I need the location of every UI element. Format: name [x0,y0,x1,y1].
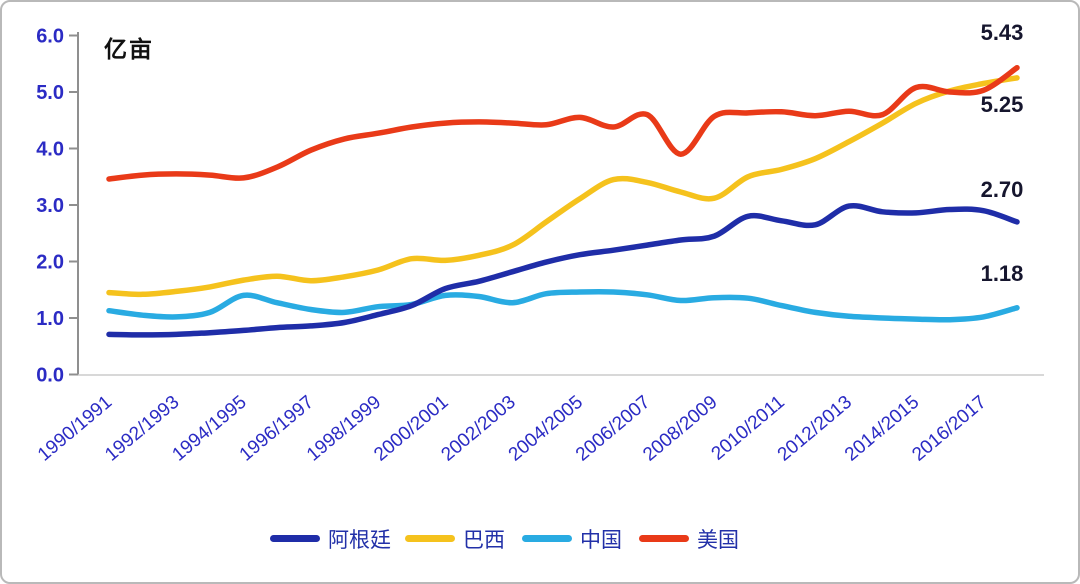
x-tick-label: 2012/2013 [774,392,856,466]
y-tick-label: 4.0 [36,139,64,161]
x-tick-label: 2000/2001 [370,392,452,466]
series-line-china [106,288,1020,323]
legend-item-china: 中国 [522,529,622,552]
legend-swatch-brazil [405,535,455,542]
end-value-label-brazil: 5.25 [980,92,1024,117]
x-tick-label: 2016/2017 [908,392,990,466]
legend-item-brazil: 巴西 [405,529,505,552]
end-value-label-china: 1.18 [980,261,1024,286]
x-tick-label: 1996/1997 [236,392,318,466]
y-tick-label: 6.0 [36,26,64,48]
legend-item-usa: 美国 [639,529,739,552]
end-value-label-argentina: 2.70 [980,177,1024,202]
x-tick-label: 1998/1999 [303,392,385,466]
legend-label-argentina: 阿根廷 [328,529,391,552]
legend-swatch-usa [639,535,689,542]
series-line-argentina [106,202,1020,338]
x-tick-label: 2014/2015 [841,392,923,466]
legend-label-usa: 美国 [697,529,739,552]
legend-swatch-china [522,535,572,542]
x-tick-label: 1994/1995 [168,392,250,466]
x-tick-label: 1990/1991 [34,392,116,466]
x-tick-label: 2004/2005 [505,392,587,466]
series-line-usa [106,64,1020,182]
legend-label-brazil: 巴西 [463,529,505,552]
y-axis-unit-label: 亿亩 [104,36,154,62]
series-line-brazil [106,75,1020,298]
x-tick-label: 2006/2007 [572,392,654,466]
legend-swatch-argentina [270,535,320,542]
end-value-label-usa: 5.43 [980,20,1024,45]
y-tick-label: 3.0 [36,195,64,217]
x-tick-label: 2002/2003 [437,392,519,466]
y-tick-label: 5.0 [36,82,64,104]
x-tick-label: 2008/2009 [639,392,721,466]
y-tick-label: 2.0 [36,252,64,274]
legend-item-argentina: 阿根廷 [270,529,391,552]
y-tick-label: 0.0 [36,365,64,387]
x-tick-label: 1992/1993 [101,392,183,466]
legend-label-china: 中国 [580,529,622,552]
y-tick-label: 1.0 [36,308,64,330]
